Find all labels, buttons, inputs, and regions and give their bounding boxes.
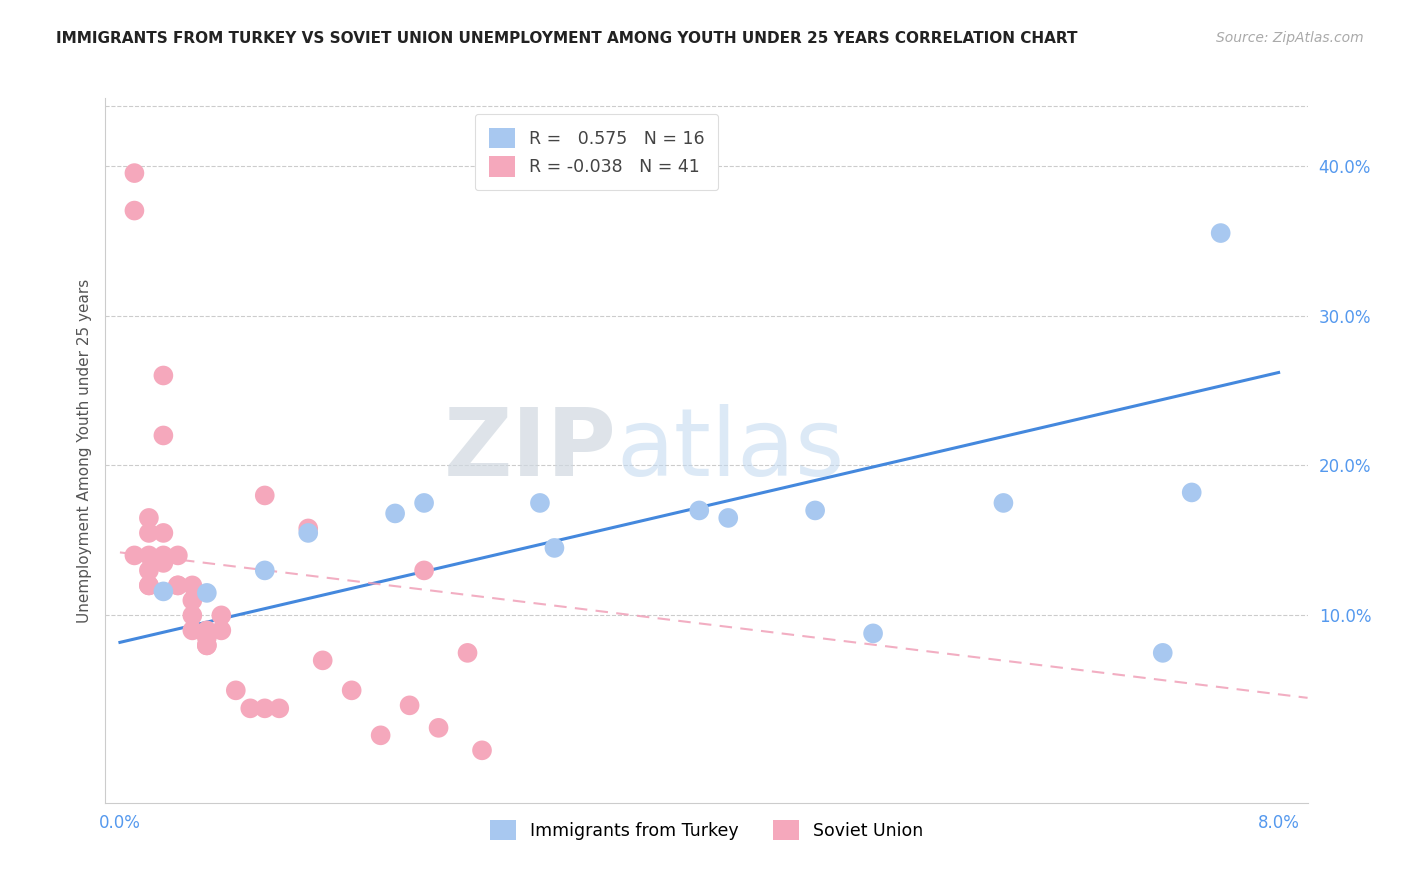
Point bbox=[209, 624, 232, 638]
Point bbox=[138, 511, 160, 525]
Point bbox=[804, 503, 827, 517]
Point bbox=[195, 624, 218, 638]
Point bbox=[543, 541, 565, 555]
Point bbox=[138, 549, 160, 563]
Point bbox=[297, 525, 319, 540]
Point bbox=[152, 428, 174, 442]
Text: atlas: atlas bbox=[616, 404, 845, 497]
Point bbox=[167, 578, 190, 592]
Point bbox=[427, 721, 450, 735]
Point bbox=[195, 631, 218, 645]
Point bbox=[152, 549, 174, 563]
Point bbox=[688, 503, 710, 517]
Point bbox=[225, 683, 247, 698]
Point bbox=[340, 683, 363, 698]
Point bbox=[138, 525, 160, 540]
Point bbox=[471, 743, 494, 757]
Point bbox=[152, 556, 174, 570]
Point bbox=[717, 511, 740, 525]
Point bbox=[181, 578, 204, 592]
Point bbox=[413, 563, 436, 577]
Point bbox=[1181, 485, 1204, 500]
Point bbox=[993, 496, 1015, 510]
Point bbox=[239, 701, 262, 715]
Point bbox=[253, 488, 276, 502]
Point bbox=[152, 368, 174, 383]
Point bbox=[457, 646, 479, 660]
Point bbox=[181, 608, 204, 623]
Point bbox=[209, 608, 232, 623]
Point bbox=[195, 586, 218, 600]
Point bbox=[138, 563, 160, 577]
Y-axis label: Unemployment Among Youth under 25 years: Unemployment Among Youth under 25 years bbox=[76, 278, 91, 623]
Point bbox=[181, 593, 204, 607]
Text: ZIP: ZIP bbox=[443, 404, 616, 497]
Point bbox=[138, 578, 160, 592]
Text: IMMIGRANTS FROM TURKEY VS SOVIET UNION UNEMPLOYMENT AMONG YOUTH UNDER 25 YEARS C: IMMIGRANTS FROM TURKEY VS SOVIET UNION U… bbox=[56, 31, 1078, 46]
Point bbox=[862, 626, 884, 640]
Point bbox=[181, 624, 204, 638]
Point bbox=[167, 578, 190, 592]
Point bbox=[384, 507, 406, 521]
Legend: Immigrants from Turkey, Soviet Union: Immigrants from Turkey, Soviet Union bbox=[482, 813, 931, 847]
Point bbox=[195, 639, 218, 653]
Point bbox=[529, 496, 551, 510]
Point bbox=[152, 584, 174, 599]
Point bbox=[370, 728, 392, 742]
Point bbox=[1209, 226, 1232, 240]
Point bbox=[195, 639, 218, 653]
Point bbox=[253, 701, 276, 715]
Point bbox=[269, 701, 291, 715]
Point bbox=[138, 578, 160, 592]
Point bbox=[152, 525, 174, 540]
Point bbox=[1152, 646, 1174, 660]
Point bbox=[253, 563, 276, 577]
Point bbox=[124, 203, 146, 218]
Point bbox=[312, 653, 335, 667]
Point bbox=[124, 166, 146, 180]
Point bbox=[297, 521, 319, 535]
Point bbox=[398, 698, 420, 713]
Point bbox=[124, 549, 146, 563]
Point bbox=[413, 496, 436, 510]
Text: Source: ZipAtlas.com: Source: ZipAtlas.com bbox=[1216, 31, 1364, 45]
Point bbox=[167, 549, 190, 563]
